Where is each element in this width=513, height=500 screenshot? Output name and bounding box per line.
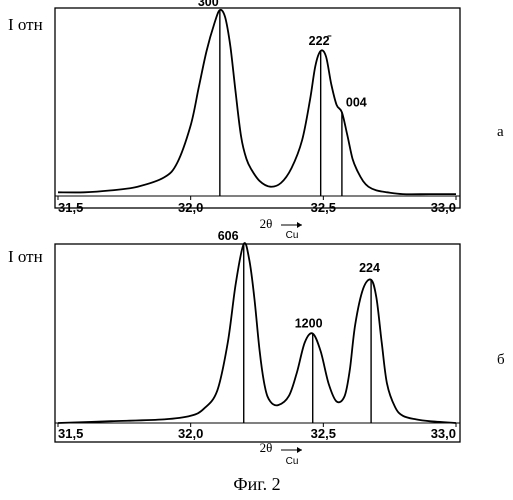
panel-a-tick-label-2: 32,0 — [178, 200, 203, 215]
panel-a-ylabel: I отн — [8, 15, 43, 34]
panel-b-tick-label-4: 33,0 — [431, 426, 456, 441]
panel-a-peak-label-1: 300 — [198, 0, 219, 9]
figure-caption: Фиг. 2 — [233, 474, 280, 494]
panel-a-tick-label-4: 33,0 — [431, 200, 456, 215]
panel-a: I отн а 300 222̄ 004 31,5 32,0 32,5 33,0 2θ C… — [8, 0, 504, 241]
panel-b-tick-label-1: 31,5 — [58, 426, 83, 441]
panel-b-xlabel: 2θ — [260, 440, 273, 455]
panel-b-peak-label-3: 224 — [359, 261, 380, 275]
panel-b-letter: б — [497, 352, 505, 368]
panel-a-tick-label-1: 31,5 — [58, 200, 83, 215]
panel-b-xlabel-sub: Cu — [286, 456, 299, 467]
panel-b-peak-markers — [244, 244, 371, 423]
panel-a-tick-labels: 31,5 32,0 32,5 33,0 — [58, 196, 456, 215]
panel-b-tick-label-2: 32,0 — [178, 426, 203, 441]
panel-a-peak-labels: 300 222̄ 004 — [198, 0, 367, 109]
panel-a-peak-label-2: 222̄ — [309, 34, 332, 48]
panel-b-xlabel-arrowhead — [297, 447, 302, 453]
panel-b-peak-label-2: 1200 — [295, 317, 323, 331]
panel-a-xlabel-sub: Cu — [286, 230, 299, 241]
panel-a-series-line — [58, 10, 456, 194]
panel-a-peak-label-3: 004 — [346, 95, 367, 109]
panel-a-xlabel: 2θ — [260, 216, 273, 231]
panel-a-letter: а — [497, 124, 504, 140]
panel-a-tick-label-3: 32,5 — [311, 200, 336, 215]
panel-b: I отн б 606 1200 224 31,5 32,0 32,5 33,0 2θ C… — [8, 229, 505, 467]
panel-b-tick-label-3: 32,5 — [311, 426, 336, 441]
panel-a-xlabel-arrowhead — [297, 222, 302, 228]
panel-b-tick-labels: 31,5 32,0 32,5 33,0 — [58, 423, 456, 441]
panel-b-series-line — [58, 243, 456, 423]
panel-b-ylabel: I отн — [8, 247, 43, 266]
panel-b-peak-label-1: 606 — [218, 229, 239, 243]
